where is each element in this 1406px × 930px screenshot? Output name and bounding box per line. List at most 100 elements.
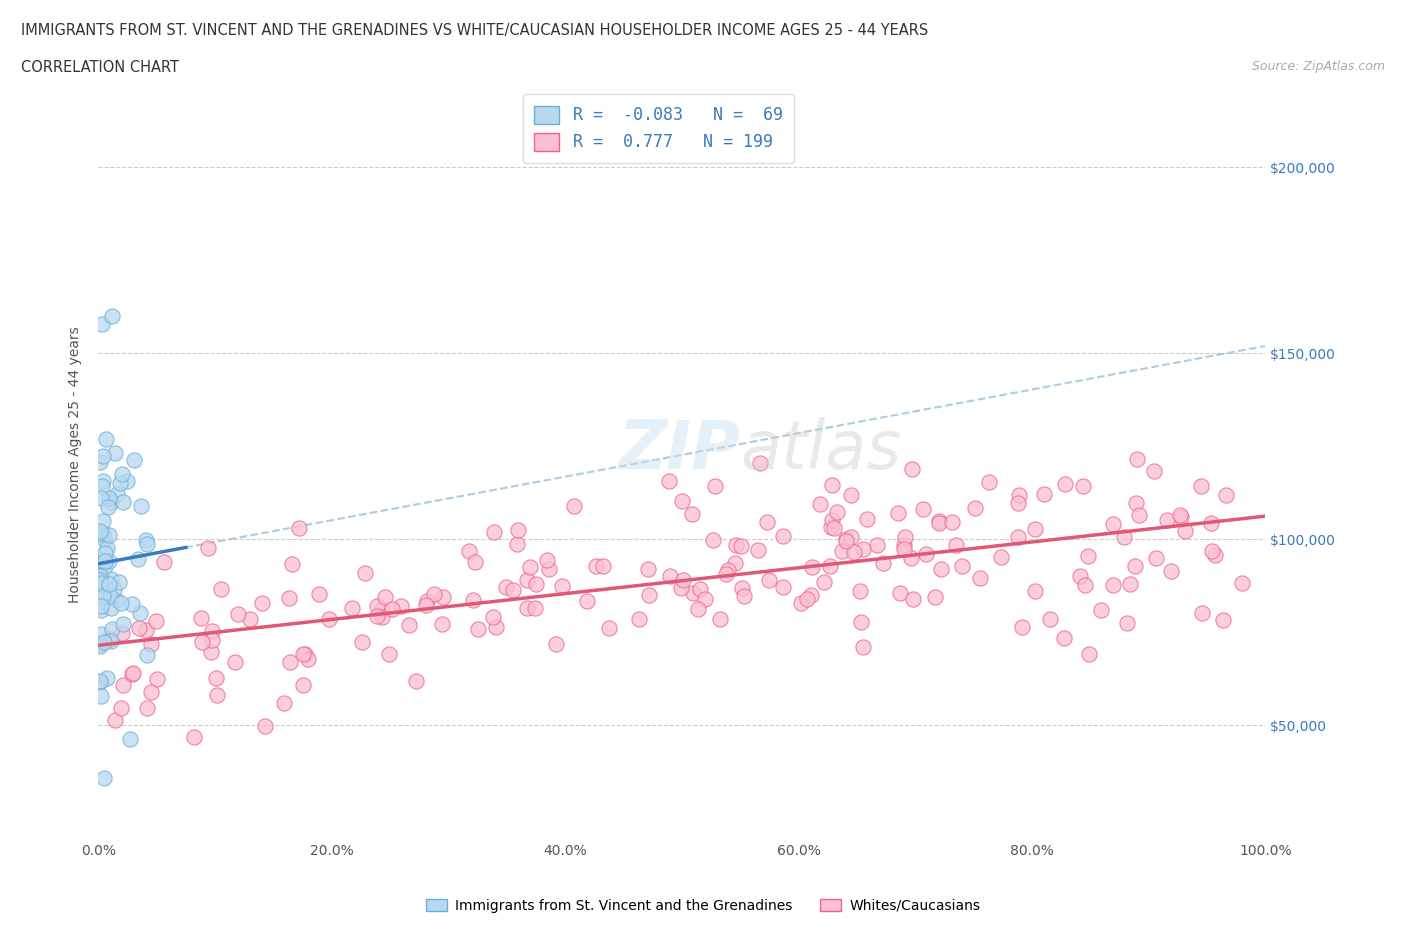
Point bbox=[598, 620, 620, 635]
Legend: R =  -0.083   N =  69, R =  0.777   N = 199: R = -0.083 N = 69, R = 0.777 N = 199 bbox=[523, 94, 794, 163]
Point bbox=[1077, 549, 1099, 564]
Point bbox=[772, 579, 794, 594]
Point bbox=[671, 494, 693, 509]
Point bbox=[747, 542, 769, 557]
Point bbox=[112, 494, 135, 509]
Point bbox=[485, 619, 508, 634]
Point bbox=[1007, 529, 1029, 544]
Point bbox=[823, 521, 845, 536]
Point bbox=[224, 655, 246, 670]
Point bbox=[702, 533, 724, 548]
Point bbox=[724, 538, 747, 552]
Point bbox=[353, 566, 375, 581]
Point bbox=[152, 554, 174, 569]
Point bbox=[432, 590, 454, 604]
Point bbox=[481, 609, 503, 624]
Point bbox=[90, 491, 112, 506]
Point bbox=[1201, 543, 1223, 558]
Point bbox=[127, 551, 149, 566]
Point bbox=[89, 525, 111, 540]
Point bbox=[252, 596, 274, 611]
Point bbox=[90, 637, 112, 652]
Point bbox=[190, 611, 212, 626]
Point bbox=[90, 568, 112, 583]
Point bbox=[110, 467, 132, 482]
Point bbox=[100, 309, 122, 324]
Point bbox=[100, 495, 122, 510]
Point bbox=[90, 689, 112, 704]
Point bbox=[97, 500, 120, 515]
Point bbox=[1125, 496, 1147, 511]
Point bbox=[1032, 486, 1054, 501]
Point bbox=[103, 582, 125, 597]
Point bbox=[467, 622, 489, 637]
Point bbox=[110, 700, 132, 715]
Point bbox=[405, 673, 427, 688]
Point bbox=[90, 576, 112, 591]
Point bbox=[121, 667, 143, 682]
Point bbox=[901, 591, 924, 606]
Point bbox=[731, 581, 754, 596]
Point bbox=[366, 608, 388, 623]
Point bbox=[1118, 577, 1140, 591]
Point bbox=[893, 542, 915, 557]
Point bbox=[91, 588, 114, 603]
Point bbox=[209, 581, 232, 596]
Point bbox=[146, 671, 169, 686]
Point bbox=[461, 592, 484, 607]
Point bbox=[89, 552, 111, 567]
Point bbox=[866, 538, 889, 552]
Point bbox=[851, 615, 873, 630]
Point bbox=[1077, 646, 1099, 661]
Point bbox=[94, 559, 117, 574]
Point bbox=[90, 478, 112, 493]
Point bbox=[105, 486, 128, 501]
Point bbox=[852, 542, 875, 557]
Point bbox=[990, 549, 1012, 564]
Point bbox=[100, 571, 122, 586]
Point bbox=[1116, 616, 1139, 631]
Point bbox=[278, 655, 301, 670]
Point bbox=[1071, 479, 1094, 494]
Point bbox=[100, 621, 122, 636]
Point bbox=[800, 587, 823, 602]
Point bbox=[191, 634, 214, 649]
Point bbox=[748, 456, 770, 471]
Point bbox=[89, 639, 111, 654]
Point bbox=[893, 538, 915, 552]
Point bbox=[693, 591, 716, 606]
Point bbox=[122, 453, 145, 468]
Point bbox=[226, 606, 249, 621]
Point bbox=[1039, 612, 1062, 627]
Point bbox=[842, 544, 865, 559]
Point bbox=[288, 521, 311, 536]
Point bbox=[889, 586, 911, 601]
Point bbox=[808, 497, 831, 512]
Point bbox=[366, 599, 388, 614]
Point bbox=[686, 602, 709, 617]
Point bbox=[352, 634, 374, 649]
Point bbox=[94, 546, 117, 561]
Point bbox=[1101, 517, 1123, 532]
Point bbox=[100, 600, 122, 615]
Point bbox=[717, 562, 740, 577]
Point bbox=[239, 612, 262, 627]
Point bbox=[1160, 564, 1182, 578]
Point bbox=[537, 562, 560, 577]
Point bbox=[93, 553, 115, 568]
Point bbox=[756, 514, 779, 529]
Point bbox=[254, 718, 277, 733]
Point bbox=[1128, 508, 1150, 523]
Point bbox=[1112, 530, 1135, 545]
Point bbox=[89, 568, 111, 583]
Point bbox=[201, 632, 224, 647]
Point bbox=[849, 584, 872, 599]
Point bbox=[551, 578, 574, 593]
Point bbox=[519, 560, 541, 575]
Point bbox=[1232, 576, 1254, 591]
Point bbox=[575, 593, 598, 608]
Point bbox=[135, 623, 157, 638]
Point bbox=[524, 577, 547, 591]
Point bbox=[1090, 603, 1112, 618]
Point bbox=[98, 631, 121, 646]
